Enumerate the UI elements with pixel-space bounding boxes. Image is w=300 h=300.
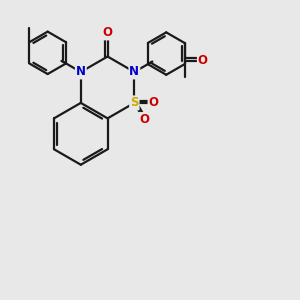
Text: O: O: [103, 26, 112, 40]
Text: N: N: [129, 65, 140, 79]
Text: S: S: [130, 96, 139, 110]
Text: O: O: [198, 54, 208, 67]
Text: O: O: [148, 96, 158, 110]
Text: O: O: [139, 113, 149, 126]
Text: N: N: [76, 65, 86, 79]
